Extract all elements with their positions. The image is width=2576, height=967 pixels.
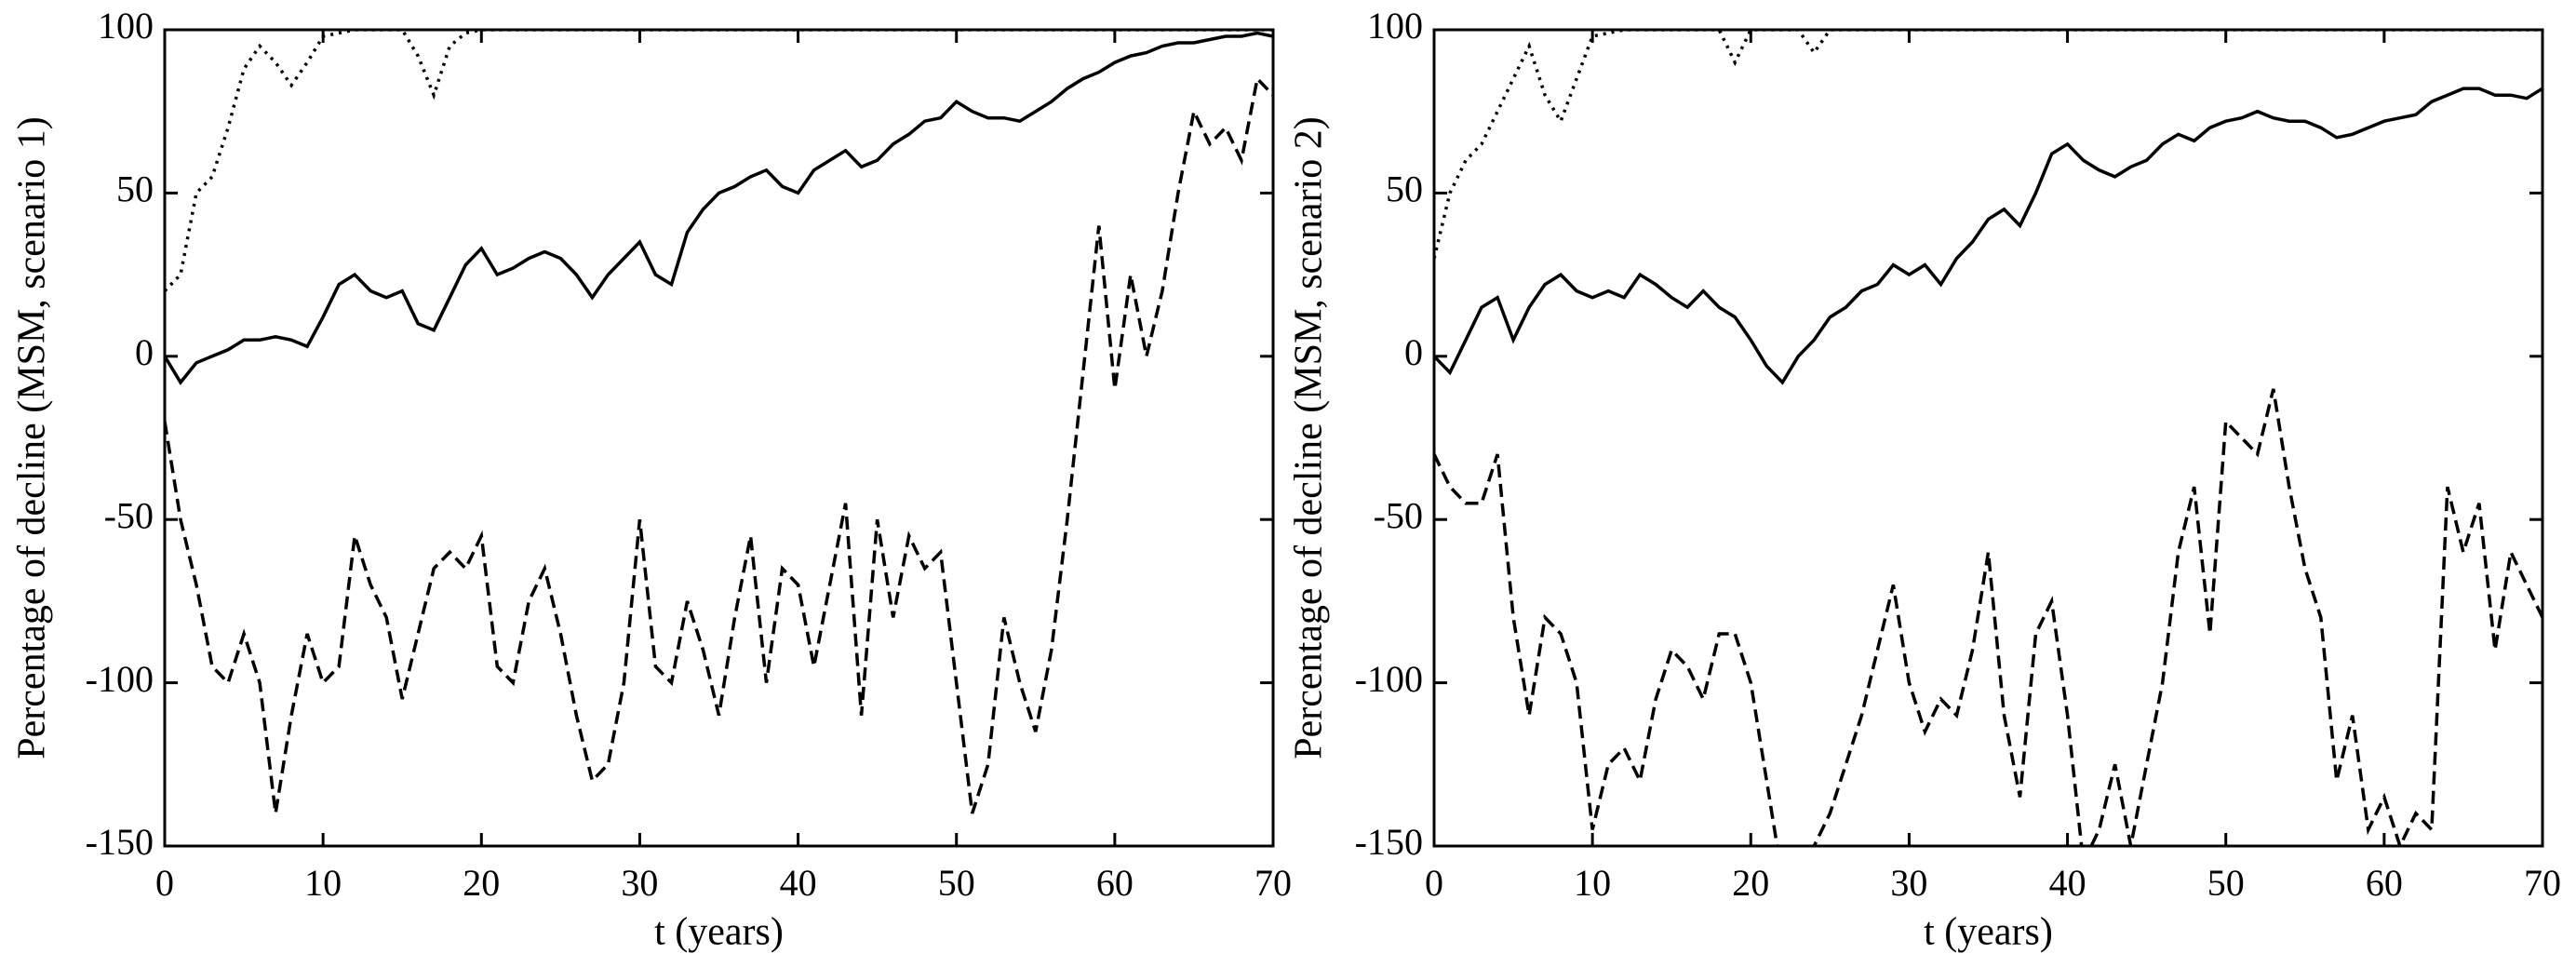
x-tick-label: 30 bbox=[1890, 862, 1927, 904]
panel: 0 10 20 30 40 50 60 70 -150 -100 -50 0 50 100 t (years… bbox=[11, 5, 1292, 953]
x-tick-label: 0 bbox=[155, 862, 174, 904]
y-tick-label: 100 bbox=[98, 5, 154, 47]
x-tick-label: 50 bbox=[938, 862, 975, 904]
panel: 0 10 20 30 40 50 60 70 -150 -100 -50 0 50 100 t (years… bbox=[1288, 5, 2561, 953]
data-line bbox=[165, 74, 1273, 814]
x-tick-label: 40 bbox=[2049, 862, 2086, 904]
data-line bbox=[165, 31, 1273, 385]
y-tick-label: -150 bbox=[86, 821, 154, 863]
x-tick-label: 50 bbox=[2207, 862, 2245, 904]
x-axis-label: t (years) bbox=[1924, 911, 2053, 954]
x-tick-label: 20 bbox=[1732, 862, 1769, 904]
y-axis-label: Percentage of decline (MSM, scenario 1) bbox=[11, 116, 54, 759]
y-tick-label: -100 bbox=[86, 658, 154, 700]
x-tick-label: 10 bbox=[1574, 862, 1611, 904]
y-tick-label: -50 bbox=[1374, 494, 1423, 536]
y-tick-label: 100 bbox=[1367, 5, 1423, 47]
x-tick-label: 60 bbox=[1096, 862, 1134, 904]
y-tick-label: 50 bbox=[1386, 168, 1423, 210]
y-tick-label: -100 bbox=[1355, 658, 1423, 700]
x-tick-label: 70 bbox=[1254, 862, 1292, 904]
x-tick-label: 30 bbox=[621, 862, 658, 904]
y-tick-label: -150 bbox=[1355, 821, 1423, 863]
x-axis-label: t (years) bbox=[654, 911, 784, 954]
x-tick-label: 10 bbox=[304, 862, 342, 904]
plot-frame bbox=[163, 28, 1275, 848]
y-tick-label: 50 bbox=[116, 168, 154, 210]
x-tick-label: 40 bbox=[780, 862, 817, 904]
x-tick-label: 60 bbox=[2366, 862, 2403, 904]
y-axis-label: Percentage of decline (MSM, scenario 2) bbox=[1288, 116, 1331, 759]
data-line bbox=[1434, 388, 2542, 846]
y-tick-label: 0 bbox=[135, 331, 154, 373]
data-line bbox=[1434, 30, 2542, 260]
x-tick-label: 0 bbox=[1425, 862, 1443, 904]
x-tick-label: 70 bbox=[2524, 862, 2561, 904]
x-tick-label: 20 bbox=[463, 862, 500, 904]
y-tick-label: -50 bbox=[104, 494, 154, 536]
data-line bbox=[1434, 87, 2542, 385]
y-tick-label: 0 bbox=[1404, 331, 1423, 373]
plot-frame bbox=[1432, 28, 2544, 848]
